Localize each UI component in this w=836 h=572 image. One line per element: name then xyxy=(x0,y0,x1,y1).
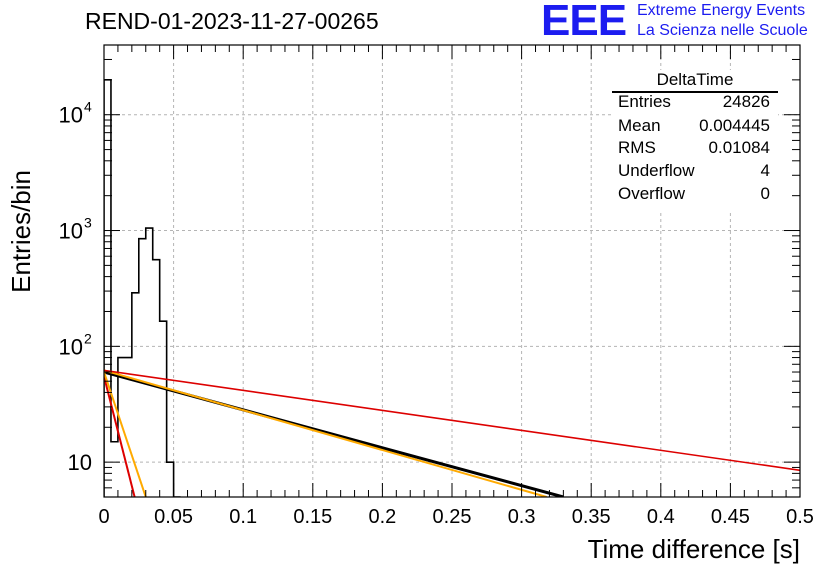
stats-value: 0 xyxy=(760,184,770,203)
stats-value: 0.01084 xyxy=(708,138,770,157)
x-tick-label: 0.2 xyxy=(368,506,396,528)
y-tick-label-exponent: 2 xyxy=(84,330,92,346)
y-tick-label-exponent: 3 xyxy=(84,215,92,231)
x-tick-label: 0.15 xyxy=(293,506,332,528)
x-tick-label: 0.3 xyxy=(508,506,536,528)
x-tick-label: 0.1 xyxy=(229,506,257,528)
stats-box: DeltaTime Entries 24826 Mean 0.004445 RM… xyxy=(612,70,778,212)
y-axis-label: Entries/bin xyxy=(6,170,36,293)
x-tick-label: 0.35 xyxy=(572,506,611,528)
histogram-bin xyxy=(104,80,111,497)
y-tick-label: 10 xyxy=(68,450,92,475)
histogram-bin xyxy=(139,239,146,497)
x-tick-label: 0 xyxy=(98,506,109,528)
histogram-outline xyxy=(104,79,181,497)
x-tick-label: 0.25 xyxy=(433,506,472,528)
y-tick-label-exponent: 4 xyxy=(84,99,92,115)
run-title: REND-01-2023-11-27-00265 xyxy=(85,8,379,34)
logo-subtitle-2: La Scienza nelle Scuole xyxy=(637,22,808,39)
x-tick-label: 0.45 xyxy=(711,506,750,528)
fit-line xyxy=(104,369,547,497)
x-tick-label: 0.4 xyxy=(647,506,675,528)
stats-title: DeltaTime xyxy=(656,70,734,89)
histogram-bin xyxy=(111,442,118,497)
x-axis-label: Time difference [s] xyxy=(587,534,800,564)
x-tick-label: 0.05 xyxy=(154,506,193,528)
stats-divider xyxy=(612,91,778,93)
stats-value: 0.004445 xyxy=(699,116,770,135)
stats-value: 4 xyxy=(760,161,770,180)
histogram-bin xyxy=(167,462,174,497)
x-tick-label: 0.5 xyxy=(786,506,814,528)
eee-logo-mark: EEE xyxy=(541,0,627,45)
y-tick-label: 10 xyxy=(59,103,83,128)
fit-line xyxy=(104,369,800,472)
stats-label: Mean xyxy=(618,116,661,135)
stats-label: Underflow xyxy=(618,161,695,180)
stats-label: Overflow xyxy=(618,184,686,203)
y-tick-label: 10 xyxy=(59,334,83,359)
y-tick-label: 10 xyxy=(59,219,83,244)
stats-value: 24826 xyxy=(722,92,770,111)
histogram-bin xyxy=(160,321,167,497)
histogram-bin xyxy=(146,228,153,497)
stats-label: Entries xyxy=(618,92,671,111)
stats-label: RMS xyxy=(618,138,656,157)
logo-subtitle-1: Extreme Energy Events xyxy=(637,2,806,19)
fit-line xyxy=(104,376,136,497)
